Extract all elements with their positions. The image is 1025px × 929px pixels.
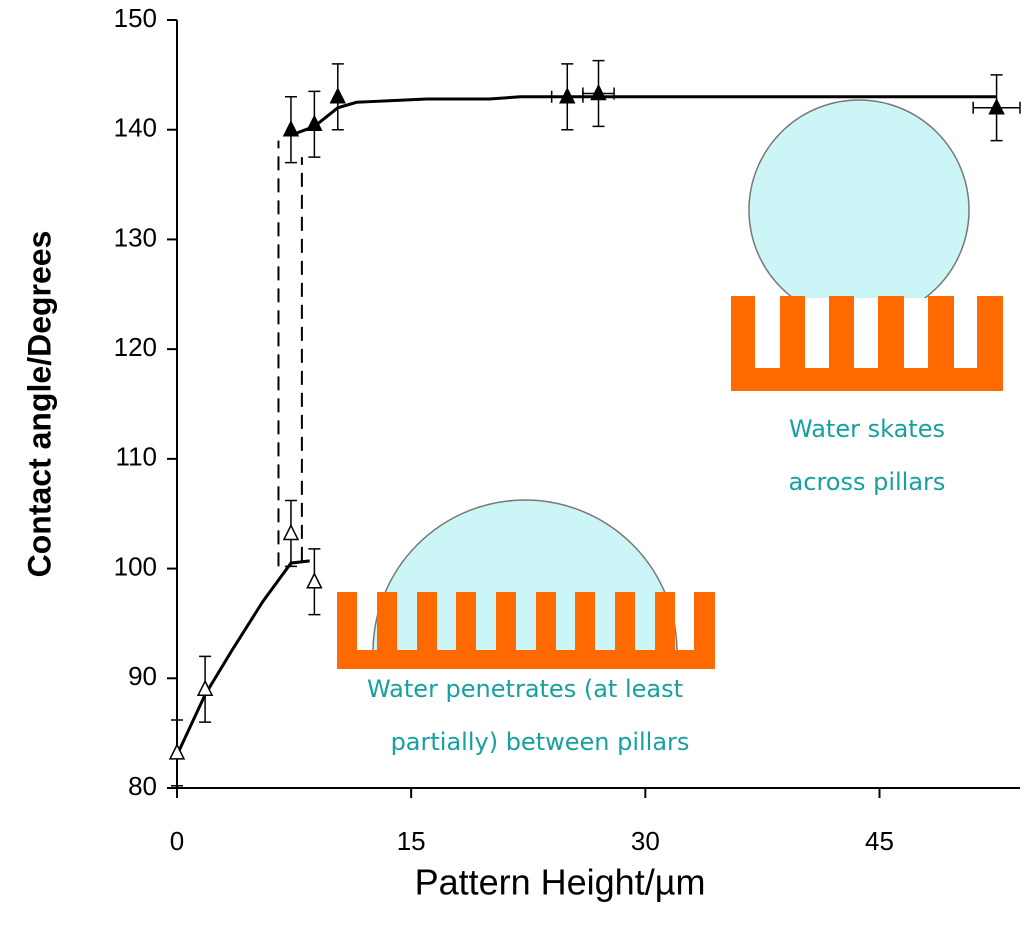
- x-axis-title: Pattern Height/µm: [415, 862, 706, 903]
- point: [307, 574, 321, 588]
- y-tick-label: 140: [114, 113, 157, 143]
- annotation: partially) between pillars: [391, 728, 690, 756]
- point: [284, 525, 298, 539]
- point: [592, 86, 606, 100]
- x-tick-label: 45: [865, 826, 894, 856]
- annotation: Water penetrates (at least: [367, 675, 683, 703]
- y-axis-title: Contact angle/Degrees: [21, 231, 57, 578]
- annotation: across pillars: [789, 468, 946, 496]
- annotation: Water skates: [789, 415, 945, 443]
- curve: [177, 561, 310, 755]
- chart: Water skates across pillars Water penetr…: [0, 0, 1025, 929]
- y-tick-label: 120: [114, 332, 157, 362]
- y-tick-label: 100: [114, 551, 157, 581]
- y-tick-label: 110: [116, 442, 157, 472]
- y-tick-label: 90: [128, 661, 157, 691]
- point: [284, 122, 298, 136]
- illustration-penetrate: [337, 500, 715, 804]
- point: [990, 100, 1004, 114]
- illustration-skate: [731, 100, 1003, 391]
- x-tick-label: 30: [631, 826, 660, 856]
- y-tick-label: 130: [114, 222, 157, 252]
- y-tick-label: 150: [114, 3, 157, 33]
- y-tick-label: 80: [128, 771, 157, 801]
- x-tick-label: 15: [397, 826, 426, 856]
- point: [331, 89, 345, 103]
- x-tick-label: 0: [170, 826, 184, 856]
